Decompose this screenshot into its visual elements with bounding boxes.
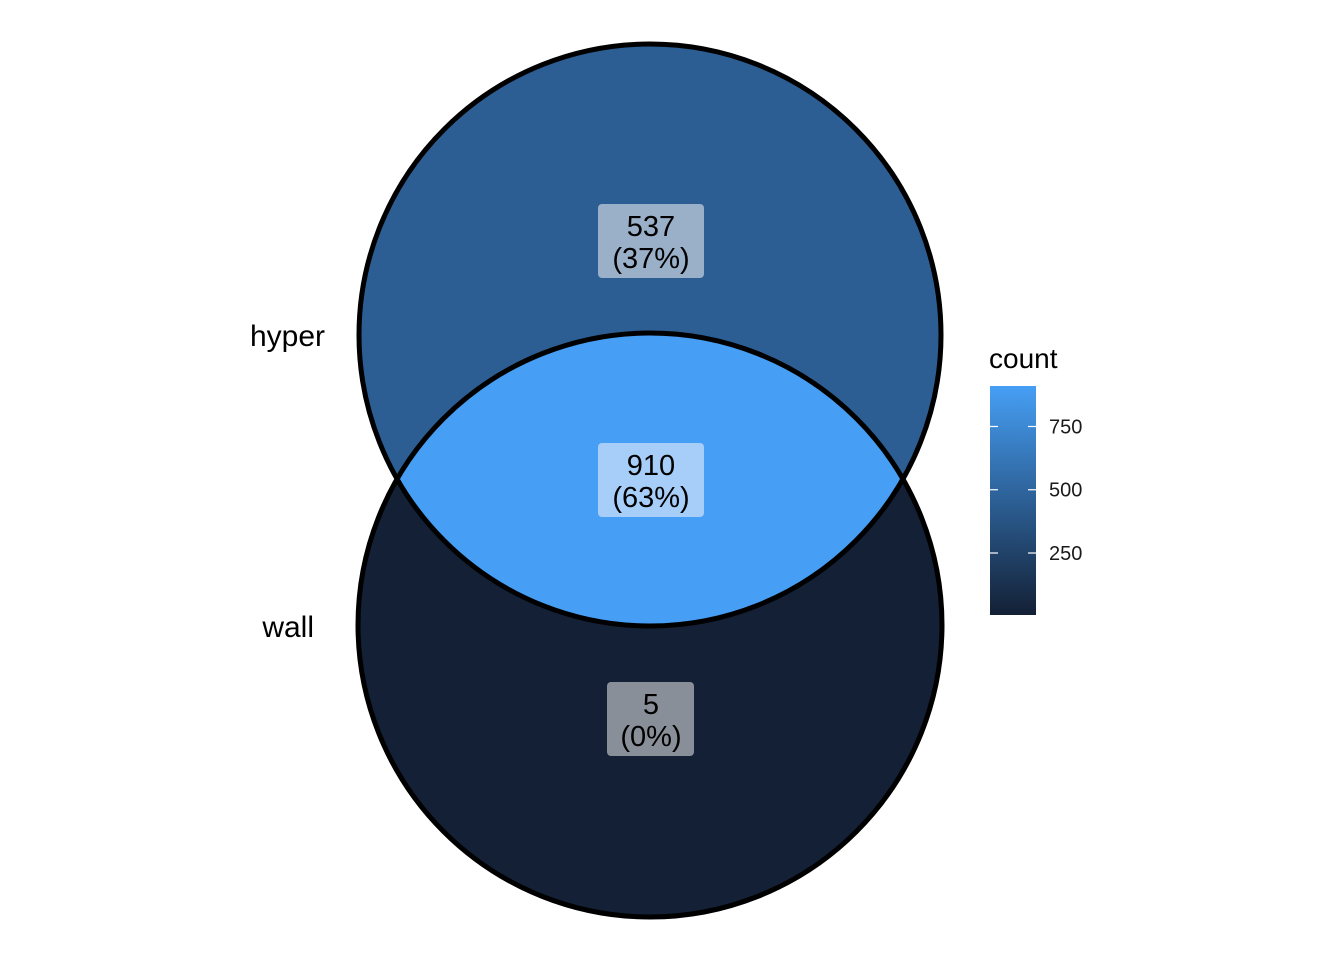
region-percent-wall-only: (0%) [620, 721, 681, 753]
set-label-hyper: hyper [250, 320, 325, 353]
legend-tick-label: 750 [1049, 416, 1082, 438]
region-label-hyper-only: 537 (37%) [598, 204, 704, 278]
region-label-box [598, 443, 704, 517]
region-label-box [598, 204, 704, 278]
set-labels: hyper wall [250, 320, 325, 644]
legend-tick-label: 250 [1049, 543, 1082, 565]
region-label-box [607, 682, 694, 756]
region-label-intersection: 910 (63%) [598, 443, 704, 517]
wall-outline [355, 330, 945, 920]
venn-outlines [355, 41, 945, 920]
region-percent-hyper-only: (37%) [612, 243, 689, 275]
hyper-outline [356, 41, 944, 629]
region-count-intersection: 910 [627, 450, 675, 482]
set-label-wall: wall [261, 611, 314, 644]
region-label-wall-only: 5 (0%) [607, 682, 694, 756]
legend-ticks: 750 500 250 [990, 416, 1082, 565]
region-percent-intersection: (63%) [612, 482, 689, 514]
legend-tick-label: 500 [1049, 480, 1082, 502]
legend-colorbar [990, 386, 1036, 615]
region-count-hyper-only: 537 [627, 211, 675, 243]
legend: count 750 500 250 [989, 343, 1082, 615]
region-count-wall-only: 5 [643, 689, 659, 721]
legend-title: count [989, 343, 1058, 374]
